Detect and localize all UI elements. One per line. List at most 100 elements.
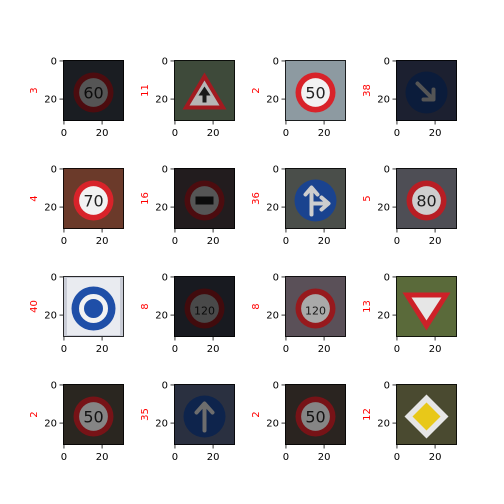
x-tick-label: 20 — [429, 236, 442, 247]
x-tick-label: 20 — [207, 236, 220, 247]
sign-image: 50 — [285, 60, 346, 121]
y-tick-label: 20 — [155, 203, 168, 214]
x-tick-label: 20 — [429, 128, 442, 139]
subplot-7: 0 20 0 20 36 — [251, 164, 346, 247]
x-tick-label: 0 — [283, 452, 289, 463]
x-tick-label: 0 — [61, 452, 67, 463]
sign-image — [396, 276, 457, 337]
subplot-3: 50 0 20 0 20 2 — [251, 56, 346, 139]
axes-frame — [285, 168, 346, 229]
y-tick-label: 0 — [51, 380, 57, 391]
x-tick-label: 0 — [394, 344, 400, 355]
x-tick-label: 20 — [318, 128, 331, 139]
axes-frame — [63, 384, 124, 445]
class-label: 11 — [140, 84, 151, 97]
subplot-4: 0 20 0 20 38 — [362, 56, 457, 139]
axes-frame — [63, 168, 124, 229]
x-tick-label: 20 — [96, 452, 109, 463]
x-tick-label: 0 — [61, 128, 67, 139]
sign-image: 80 — [396, 168, 457, 229]
y-tick-label: 0 — [384, 56, 390, 67]
y-tick-label: 0 — [51, 56, 57, 67]
subplot-6: 0 20 0 20 16 — [140, 164, 235, 247]
y-tick-label: 0 — [162, 380, 168, 391]
subplot-14: 0 20 0 20 35 — [140, 380, 235, 463]
x-tick-label: 0 — [61, 344, 67, 355]
sign-yield-face — [411, 297, 442, 321]
x-tick-label: 20 — [96, 236, 109, 247]
y-tick-label: 0 — [384, 272, 390, 283]
class-label: 36 — [251, 192, 262, 205]
sign-white-face — [79, 186, 108, 215]
y-tick-label: 0 — [162, 272, 168, 283]
y-tick-label: 0 — [384, 380, 390, 391]
y-tick-label: 0 — [51, 164, 57, 175]
axes-frame — [63, 276, 124, 337]
x-tick-label: 0 — [394, 236, 400, 247]
x-tick-label: 20 — [318, 236, 331, 247]
y-tick-label: 20 — [377, 419, 390, 430]
y-tick-label: 0 — [273, 164, 279, 175]
class-label: 38 — [362, 84, 373, 97]
sign-arrow-glyph — [415, 81, 436, 102]
x-tick-label: 0 — [172, 344, 178, 355]
sign-speed-text: 50 — [83, 408, 103, 427]
y-tick-label: 0 — [273, 380, 279, 391]
y-tick-label: 20 — [266, 203, 279, 214]
x-tick-label: 0 — [172, 236, 178, 247]
x-tick-label: 20 — [429, 452, 442, 463]
sign-blue-disc — [294, 179, 337, 222]
axes-frame — [285, 384, 346, 445]
y-tick-label: 20 — [155, 419, 168, 430]
axes-frame — [285, 276, 346, 337]
y-tick-label: 20 — [266, 311, 279, 322]
sign-image — [63, 276, 124, 337]
x-tick-label: 0 — [283, 344, 289, 355]
subplot-10: 120 0 20 0 20 8 — [140, 272, 235, 355]
y-tick-label: 0 — [162, 164, 168, 175]
sign-arrow-glyph — [194, 401, 215, 433]
y-tick-label: 20 — [377, 311, 390, 322]
sign-white-face — [301, 402, 330, 431]
sign-speed-text: 60 — [83, 84, 103, 103]
class-label: 2 — [251, 87, 262, 93]
sign-speed-text: 120 — [305, 305, 326, 318]
x-tick-label: 0 — [283, 236, 289, 247]
subplot-8: 80 0 20 0 20 5 — [362, 164, 457, 247]
x-tick-label: 20 — [318, 344, 331, 355]
sign-speed-text: 50 — [305, 408, 325, 427]
x-tick-label: 0 — [283, 128, 289, 139]
sign-image: 70 — [63, 168, 124, 229]
subplot-2: 0 20 0 20 11 — [140, 56, 235, 139]
sign-roundabout-center — [88, 303, 99, 314]
class-label: 2 — [29, 411, 40, 417]
sign-truck-glyph — [195, 196, 214, 205]
sign-speed-text: 80 — [416, 192, 436, 211]
class-label: 4 — [29, 195, 40, 201]
class-label: 2 — [251, 411, 262, 417]
x-tick-label: 20 — [207, 452, 220, 463]
sign-image — [396, 384, 457, 445]
y-tick-label: 20 — [266, 95, 279, 106]
class-label: 5 — [362, 195, 373, 201]
subplot-12: 0 20 0 20 13 — [362, 272, 457, 355]
subplot-13: 50 0 20 0 20 2 — [29, 380, 124, 463]
subplot-16: 0 20 0 20 12 — [362, 380, 457, 463]
y-tick-label: 20 — [44, 95, 57, 106]
sign-speed-text: 70 — [83, 192, 103, 211]
x-tick-label: 20 — [207, 128, 220, 139]
y-tick-label: 20 — [44, 311, 57, 322]
sign-arrow-glyph — [303, 185, 331, 217]
x-tick-label: 20 — [96, 128, 109, 139]
axes-frame — [63, 60, 124, 121]
y-tick-label: 0 — [273, 272, 279, 283]
subplot-11: 120 0 20 0 20 8 — [251, 272, 346, 355]
y-tick-label: 20 — [44, 203, 57, 214]
x-tick-label: 0 — [172, 128, 178, 139]
subplot-5: 70 0 20 0 20 4 — [29, 164, 124, 247]
y-tick-label: 20 — [155, 311, 168, 322]
class-label: 13 — [362, 300, 373, 313]
subplot-15: 50 0 20 0 20 2 — [251, 380, 346, 463]
sign-image — [174, 60, 235, 121]
sign-white-face — [79, 78, 108, 107]
